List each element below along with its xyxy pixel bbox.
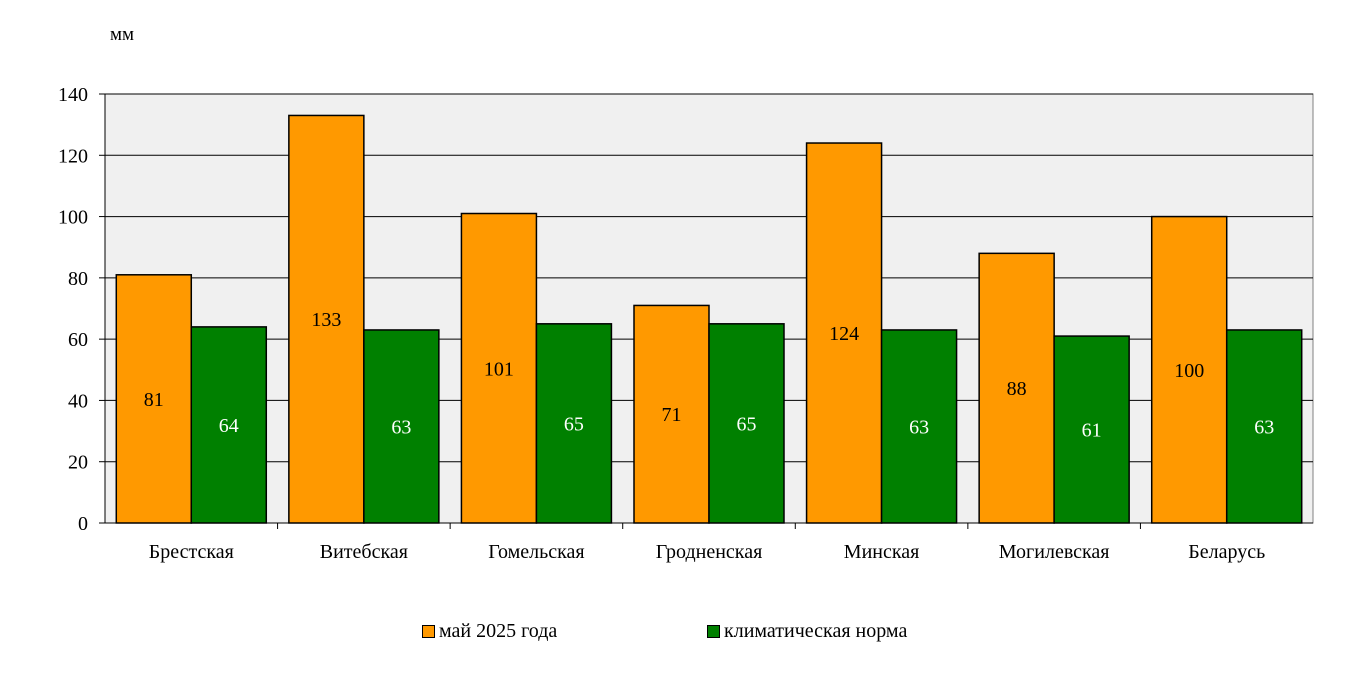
y-tick-label: 120 — [58, 145, 88, 167]
y-tick-label: 0 — [78, 513, 88, 535]
bar — [288, 114, 365, 524]
data-label: 65 — [564, 413, 584, 435]
legend-label-may-2025: май 2025 года — [439, 620, 558, 642]
bar — [1225, 329, 1303, 524]
bar — [535, 323, 613, 524]
y-tick-label: 60 — [68, 329, 88, 351]
data-label: 61 — [1082, 420, 1102, 442]
y-tick-label: 140 — [58, 84, 88, 106]
data-label: 64 — [219, 415, 239, 437]
bar — [1053, 335, 1130, 524]
data-label: 81 — [144, 389, 164, 411]
y-tick-label: 100 — [58, 207, 88, 229]
data-label: 101 — [484, 358, 514, 380]
data-label: 100 — [1174, 360, 1204, 382]
data-label: 63 — [391, 416, 411, 438]
bar — [805, 142, 883, 524]
x-tick-label: Брестская — [149, 541, 234, 563]
data-label: 71 — [662, 404, 682, 426]
x-tick-label: Витебская — [320, 541, 408, 563]
legend-label-climate-norm: климатическая норма — [724, 620, 908, 642]
x-tick-label: Могилевская — [999, 541, 1110, 563]
data-label: 65 — [737, 413, 757, 435]
bar — [1150, 215, 1228, 524]
data-label: 133 — [311, 309, 341, 331]
legend-item-climate-norm: климатическая норма — [707, 620, 907, 643]
legend-swatch-orange — [422, 625, 435, 638]
x-tick-label: Гомельская — [488, 541, 584, 563]
x-tick-label: Гродненская — [656, 541, 763, 563]
y-tick-label: 40 — [68, 390, 88, 412]
bar — [708, 323, 785, 524]
y-unit-label: мм — [110, 24, 135, 45]
y-tick-label: 80 — [68, 268, 88, 290]
data-label: 124 — [829, 323, 859, 345]
x-tick-label: Беларусь — [1188, 541, 1265, 563]
bar — [190, 326, 268, 524]
bar — [978, 252, 1055, 524]
data-label: 63 — [909, 416, 929, 438]
bar — [880, 329, 958, 524]
bar — [633, 304, 710, 524]
x-tick-label: Минская — [844, 541, 920, 563]
legend-swatch-green — [707, 625, 720, 638]
data-label: 63 — [1254, 416, 1274, 438]
bar — [115, 274, 193, 524]
bar — [363, 329, 440, 524]
legend: май 2025 года климатическая норма — [0, 620, 1357, 650]
legend-item-may-2025: май 2025 года — [422, 620, 557, 643]
data-label: 88 — [1007, 378, 1027, 400]
y-tick-label: 20 — [68, 452, 88, 474]
